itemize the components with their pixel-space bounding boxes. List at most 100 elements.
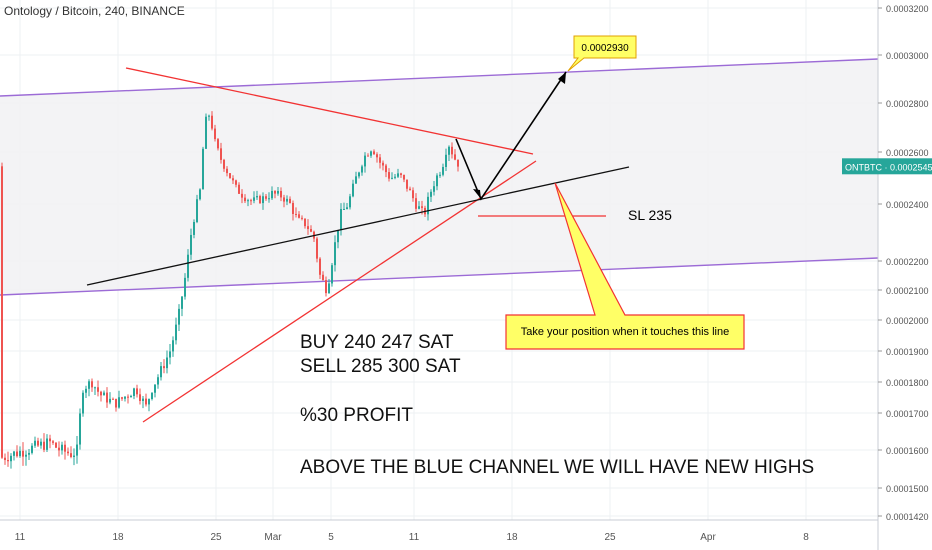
candle-body [331,265,333,284]
candle-body [454,154,456,160]
channel-fill [0,59,878,295]
candle-body [406,179,408,189]
candle-body [418,206,420,209]
candle-body [28,452,30,455]
candle-body [115,398,117,408]
candle-body [220,148,222,160]
candle-body [364,155,366,167]
candle-body [256,196,258,198]
price-tick-label: 0.0001500 [886,484,929,494]
candle-body [61,444,63,451]
candle-body [238,184,240,194]
candle-body [22,450,24,457]
price-tag-bg [842,158,932,175]
candle-body [211,115,213,129]
candle-body [397,173,399,177]
candle-body [319,258,321,275]
candle-body [436,175,438,187]
candle-body [91,381,93,388]
sell-text: SELL 285 300 SAT [300,356,461,377]
candle-body [292,202,294,214]
candle-body [40,441,42,446]
candle-body [7,460,9,462]
candle-body [280,190,282,198]
candle-body [448,146,450,155]
candle-body [412,190,414,199]
candle-body [94,387,96,389]
candle-body [148,399,150,405]
time-tick-label: 18 [506,532,518,543]
candle-body [265,196,267,199]
candle-body [394,176,396,178]
candle-body [76,444,78,456]
candle-body [355,176,357,184]
candle-body [304,218,306,227]
candle-body [289,198,291,203]
candle-body [85,388,87,393]
price-channel [0,58,879,296]
candle-body [112,398,114,400]
candle-body [244,197,246,202]
price-tick-label: 0.0002000 [886,316,929,326]
candle-body [181,296,183,309]
candle-body [106,392,108,403]
candle-body [298,214,300,218]
candle-body [232,178,234,181]
candle-body [400,173,402,175]
channel-note-text: ABOVE THE BLUE CHANNEL WE WILL HAVE NEW … [300,457,814,478]
candle-body [31,445,33,453]
annotations: 0.0002930 SL 235 Take your position when i… [300,35,814,478]
candle-body [322,274,324,281]
candle-body [130,396,132,398]
time-tick-label: Mar [264,532,282,543]
candle-body [361,166,363,173]
candle-body [49,438,51,442]
candlestick-series [1,111,459,469]
candle-body [370,151,372,156]
candle-body [391,177,393,179]
candle-body [55,442,57,448]
profit-text: %30 PROFIT [300,405,413,426]
price-tick-label: 0.0001600 [886,446,929,456]
candle-body [13,451,15,456]
candle-body [235,180,237,185]
time-tick-label: 25 [604,532,616,543]
candle-body [451,146,453,155]
candle-body [379,157,381,163]
price-tick-label: 0.0002200 [886,257,929,267]
candle-body [409,188,411,191]
candle-body [82,392,84,414]
candle-body [103,392,105,396]
callout-text: Take your position when it touches this … [521,326,730,338]
candle-body [142,398,144,401]
candle-body [145,398,147,405]
candle-body [223,159,225,169]
callout-box [505,182,745,350]
candle-body [445,154,447,167]
candle-body [316,238,318,259]
price-tick-label: 0.0002400 [886,200,929,210]
candle-body [97,387,99,392]
candle-body [154,384,156,393]
price-tick-label: 0.0002800 [886,99,929,109]
candle-body [346,207,348,210]
candle-body [37,440,39,446]
ascending-trendline [142,160,537,423]
candle-body [19,450,21,457]
time-tick-label: 18 [112,532,124,543]
candle-body [124,396,126,399]
time-tick-label: 5 [328,532,334,543]
sl-label: SL 235 [628,207,672,223]
candle-body [277,190,279,194]
candle-body [442,166,444,175]
candle-body [295,213,297,215]
candle-body [109,398,111,403]
channel-lower-line [0,257,879,296]
price-tag-text: ONTBTC · 0.0002545 [845,162,932,172]
candle-body [427,196,429,215]
candle-body [118,397,120,408]
price-tick-label: 0.0001420 [886,512,929,522]
candle-body [388,172,390,179]
price-tick-label: 0.0002600 [886,148,929,158]
candle-body [169,351,171,358]
